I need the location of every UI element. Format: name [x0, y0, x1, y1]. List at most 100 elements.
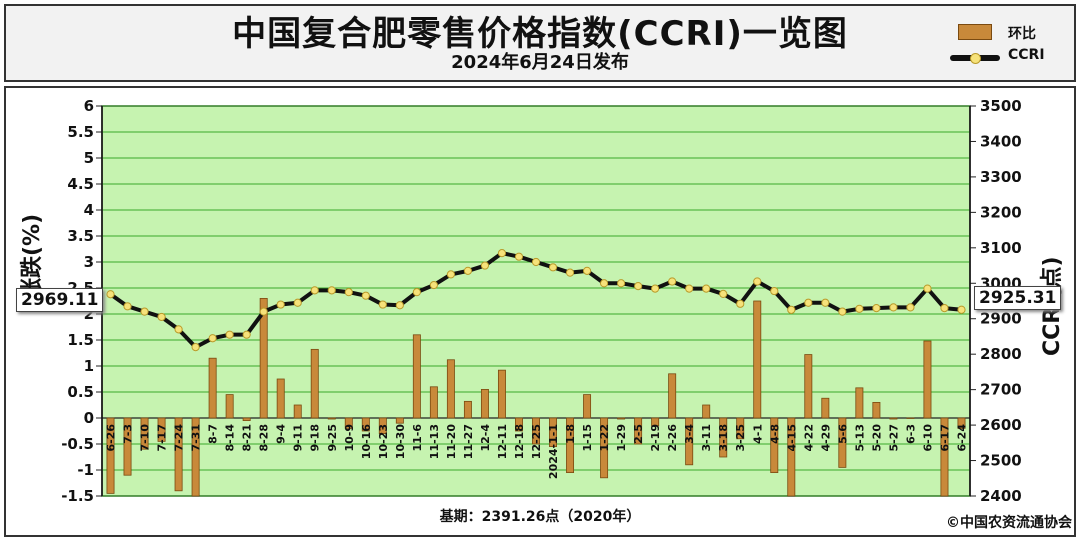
- bar: [225, 394, 234, 419]
- bar: [378, 417, 387, 435]
- ccri-point: [276, 300, 285, 309]
- bar: [583, 394, 592, 419]
- category-label: 4-29: [819, 424, 832, 452]
- category-label: 12-11: [496, 424, 509, 459]
- category-label: 11-6: [411, 424, 424, 452]
- category-label: 6-17: [938, 424, 951, 452]
- bar: [549, 417, 557, 448]
- left-tick-label: 0.5: [67, 383, 94, 401]
- left-tick-label: -1.5: [61, 487, 94, 505]
- ccri-point: [821, 298, 830, 307]
- bar: [140, 417, 149, 450]
- category-label: 9-4: [275, 424, 288, 444]
- ccri-point: [940, 303, 949, 313]
- category-label: 5-27: [887, 424, 900, 452]
- left-tick-label: -1: [77, 461, 94, 479]
- bar: [753, 300, 762, 419]
- category-label: 4-8: [768, 424, 781, 444]
- bar: [685, 417, 694, 466]
- bar: [293, 404, 302, 419]
- bar: [429, 386, 438, 419]
- category-label: 6-24: [955, 424, 968, 452]
- bar: [208, 357, 217, 419]
- category-label: 4-15: [785, 424, 798, 452]
- category-label: 6-3: [904, 424, 917, 444]
- category-label: 10-30: [394, 424, 407, 460]
- bar: [719, 417, 728, 458]
- ccri-point: [174, 325, 183, 334]
- category-label: 11-13: [428, 424, 441, 459]
- ccri-point: [327, 286, 336, 295]
- ccri-point: [565, 268, 575, 277]
- start-value-callout: 2969.11: [16, 288, 104, 312]
- category-label: 12-4: [479, 424, 492, 452]
- category-label: 3-4: [683, 424, 696, 444]
- ccri-point: [634, 282, 643, 291]
- ccri-point: [395, 301, 404, 310]
- category-label: 2-5: [632, 424, 645, 444]
- legend-item-line: CCRI: [950, 46, 1070, 66]
- left-tick-label: 1: [84, 357, 94, 375]
- bar: [497, 369, 506, 419]
- category-label: 10-16: [360, 424, 373, 460]
- ccri-point: [123, 302, 132, 311]
- category-label: 5-20: [870, 424, 883, 452]
- ccri-point: [787, 305, 796, 314]
- left-tick-label: 5.5: [67, 123, 94, 141]
- ccri-point: [361, 291, 370, 300]
- ccri-point: [497, 249, 507, 258]
- ccri-point: [293, 298, 302, 307]
- bar: [668, 373, 677, 419]
- ccri-point: [906, 303, 915, 312]
- category-label: 2-26: [666, 424, 679, 452]
- bar: [515, 417, 523, 432]
- category-label: 7-24: [173, 424, 186, 452]
- category-label: 4-1: [751, 424, 764, 444]
- ccri-point: [531, 257, 541, 267]
- right-tick-label: 2600: [980, 416, 1022, 434]
- right-tick-label: 3400: [980, 132, 1022, 150]
- category-label: 5-13: [853, 424, 866, 452]
- bar: [838, 417, 847, 468]
- ccri-point: [412, 288, 421, 297]
- bar: [702, 404, 711, 419]
- left-tick-label: 6: [84, 97, 94, 115]
- ccri-point: [770, 286, 779, 296]
- ccri-point: [719, 289, 728, 299]
- ccri-point: [855, 304, 864, 313]
- category-label: 8-14: [224, 424, 237, 452]
- bar: [617, 417, 626, 420]
- bar: [191, 417, 200, 497]
- bar: [463, 400, 472, 419]
- bar: [123, 417, 132, 476]
- bar: [242, 417, 251, 421]
- category-label: 7-31: [190, 424, 203, 452]
- category-label: 4-22: [802, 424, 815, 452]
- ccri-point: [429, 280, 438, 290]
- ccri-point: [804, 298, 813, 307]
- right-tick-label: 2400: [980, 487, 1022, 505]
- base-period-note: 基期：2391.26点（2020年）: [439, 509, 641, 525]
- category-label: 2-19: [649, 424, 662, 452]
- category-label: 7-3: [122, 424, 135, 444]
- right-tick-label: 2900: [980, 310, 1022, 328]
- bar: [327, 417, 336, 420]
- ccri-point: [838, 307, 847, 316]
- category-label: 12-25: [530, 424, 543, 459]
- right-tick-label: 3100: [980, 239, 1022, 257]
- ccri-point: [140, 307, 149, 316]
- ccri-point: [259, 307, 268, 316]
- copyright-note: ©中国农资流通协会: [946, 515, 1072, 531]
- ccri-point: [668, 277, 677, 286]
- left-tick-label: 4.5: [67, 175, 94, 193]
- ccri-point: [191, 342, 200, 352]
- ccri-point: [599, 279, 609, 288]
- bar: [923, 340, 932, 419]
- bar: [787, 417, 796, 497]
- bar-swatch-icon: [958, 24, 992, 40]
- right-tick-label: 2800: [980, 345, 1022, 363]
- ccri-point: [225, 330, 234, 339]
- ccri-point: [106, 290, 115, 299]
- bar: [957, 417, 966, 429]
